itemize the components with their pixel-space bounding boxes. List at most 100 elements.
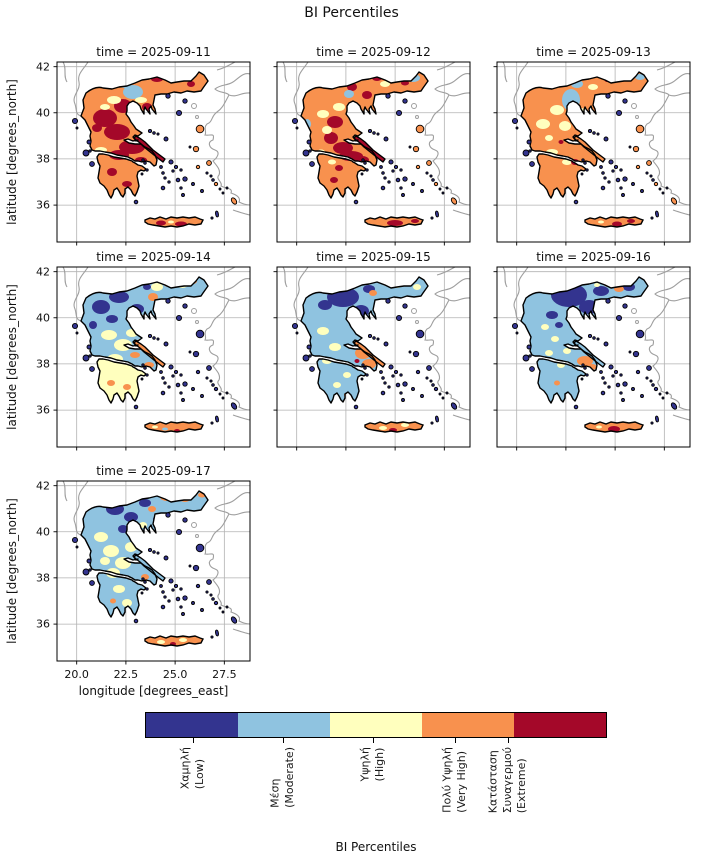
peloponnese	[317, 359, 366, 403]
facet-title: time = 2025-09-15	[316, 250, 431, 264]
island	[161, 171, 165, 175]
percentile-patch	[104, 124, 130, 140]
percentile-patch	[411, 219, 419, 223]
island	[213, 386, 219, 392]
island	[152, 131, 156, 135]
island	[658, 392, 662, 396]
y-tick-label: 36	[36, 617, 50, 631]
island	[600, 185, 606, 191]
island	[175, 109, 183, 117]
island	[658, 187, 662, 191]
island	[408, 350, 412, 354]
island	[200, 189, 204, 193]
percentile-patch	[114, 339, 132, 351]
greece-outline	[80, 71, 209, 167]
facet-map-2025-09-16: time = 2025-09-16	[493, 250, 691, 451]
percentile-patch	[558, 140, 564, 144]
island	[640, 394, 644, 398]
island	[649, 379, 653, 383]
percentile-patch	[123, 85, 143, 99]
island	[165, 512, 171, 518]
percentile-patch	[89, 321, 97, 329]
facet-map-2025-09-11: time = 2025-09-11 42 40 38 36 latitude [degre…	[5, 45, 251, 246]
island	[528, 354, 532, 358]
island	[195, 164, 201, 170]
neighbor-coastline	[434, 278, 471, 302]
percentile-patch	[168, 220, 174, 224]
island	[376, 337, 380, 341]
island	[603, 136, 609, 142]
percentile-patch	[330, 177, 338, 183]
island	[140, 377, 144, 381]
island	[596, 132, 600, 136]
island	[181, 612, 185, 616]
island	[206, 160, 212, 166]
neighbor-island	[635, 320, 639, 324]
island	[82, 568, 90, 576]
island	[429, 174, 433, 178]
island	[211, 383, 215, 387]
island	[515, 126, 519, 130]
neighbor-coastline	[654, 278, 691, 302]
island	[161, 590, 165, 594]
neighbor-coastline	[436, 266, 456, 276]
island	[603, 341, 609, 347]
percentile-patch	[107, 168, 117, 176]
island	[592, 336, 596, 340]
island	[670, 197, 678, 205]
island	[86, 139, 92, 145]
island	[225, 605, 229, 609]
island	[143, 366, 147, 370]
island	[628, 350, 632, 354]
percentile-patch	[122, 181, 132, 187]
facet-title: time = 2025-09-12	[316, 45, 431, 59]
percentile-patch	[387, 220, 403, 226]
island	[181, 193, 185, 197]
percentile-patch	[99, 369, 111, 377]
neighbor-island	[195, 115, 199, 119]
island	[221, 191, 225, 195]
percentile-patch	[343, 372, 351, 378]
island	[411, 182, 415, 186]
island	[603, 381, 607, 385]
percentile-patch	[355, 347, 371, 359]
island	[181, 398, 185, 402]
greece-mainland	[521, 72, 648, 166]
map-svg	[493, 266, 691, 451]
y-tick-label: 36	[36, 198, 50, 212]
neighbor-coastline	[452, 209, 471, 216]
island	[635, 164, 641, 170]
island	[415, 164, 421, 170]
neighbor-coastline	[204, 299, 251, 411]
y-tick-label: 40	[36, 525, 50, 539]
island	[302, 354, 310, 362]
island	[75, 126, 79, 130]
percentile-patch	[100, 557, 110, 565]
x-axis-label: longitude [degrees_east]	[78, 684, 229, 698]
island	[611, 374, 615, 378]
percentile-patch	[594, 283, 600, 287]
neighbor-coastline	[434, 73, 471, 97]
island	[619, 373, 623, 377]
island	[156, 132, 160, 136]
island	[171, 374, 175, 378]
percentile-patch	[317, 110, 329, 118]
percentile-patch	[122, 599, 132, 607]
island	[182, 381, 188, 387]
greece-mainland	[81, 72, 208, 166]
colorbar-tick	[283, 738, 285, 743]
neighbor-island	[631, 103, 637, 109]
island	[309, 366, 315, 372]
island	[661, 191, 665, 195]
island	[425, 376, 429, 380]
greece-outline	[573, 135, 606, 163]
island	[209, 174, 213, 178]
island	[385, 298, 391, 304]
island	[225, 391, 229, 395]
island	[650, 216, 654, 220]
island	[426, 160, 432, 166]
island	[82, 149, 90, 157]
facet-title: time = 2025-09-11	[96, 45, 211, 59]
island	[143, 580, 147, 584]
percentile-patch	[93, 109, 117, 127]
